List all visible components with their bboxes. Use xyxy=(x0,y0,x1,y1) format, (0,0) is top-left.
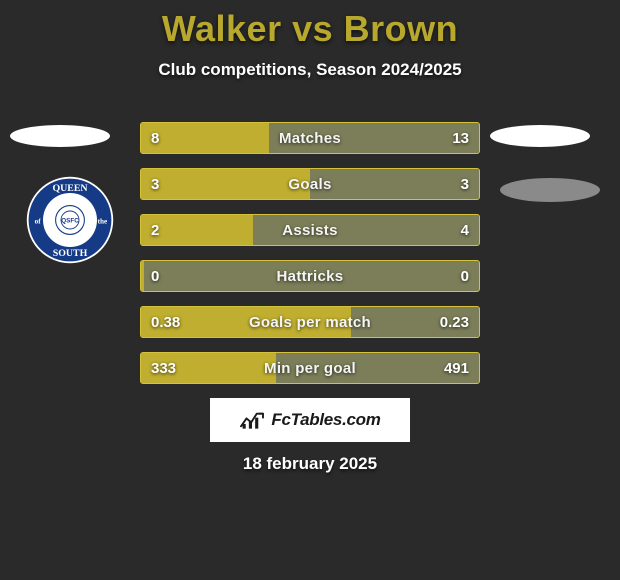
stat-right-value: 3 xyxy=(461,169,469,199)
headline-subtitle: Club competitions, Season 2024/2025 xyxy=(0,60,620,80)
stat-bars: 8 Matches 13 3 Goals 3 2 Assists 4 0 Hat… xyxy=(140,122,480,398)
stat-label: Hattricks xyxy=(141,261,479,291)
stat-row-min-per-goal: 333 Min per goal 491 xyxy=(140,352,480,384)
stat-row-goals-per-match: 0.38 Goals per match 0.23 xyxy=(140,306,480,338)
crest-text-bottom: SOUTH xyxy=(53,248,88,259)
stat-right-value: 491 xyxy=(444,353,469,383)
player-right-ellipse-1 xyxy=(490,125,590,147)
stat-label: Goals xyxy=(141,169,479,199)
brand-plate: FcTables.com xyxy=(210,398,410,442)
player-right-ellipse-2 xyxy=(500,178,600,202)
stat-label: Assists xyxy=(141,215,479,245)
stat-right-value: 0 xyxy=(461,261,469,291)
stat-row-hattricks: 0 Hattricks 0 xyxy=(140,260,480,292)
stat-row-goals: 3 Goals 3 xyxy=(140,168,480,200)
stat-label: Goals per match xyxy=(141,307,479,337)
crest-text-left: of xyxy=(35,218,42,226)
stat-right-value: 4 xyxy=(461,215,469,245)
crest-text-right: the xyxy=(98,218,108,226)
stat-row-matches: 8 Matches 13 xyxy=(140,122,480,154)
crest-svg: QUEEN of the SOUTH QSFC xyxy=(20,175,120,265)
stat-right-value: 0.23 xyxy=(440,307,469,337)
stat-right-value: 13 xyxy=(452,123,469,153)
stat-row-assists: 2 Assists 4 xyxy=(140,214,480,246)
stat-label: Min per goal xyxy=(141,353,479,383)
crest-text-top: QUEEN xyxy=(52,183,87,194)
player-left-ellipse xyxy=(10,125,110,147)
stat-label: Matches xyxy=(141,123,479,153)
headline-title: Walker vs Brown xyxy=(0,8,620,50)
crest-text-center: QSFC xyxy=(61,218,79,225)
club-crest-left: QUEEN of the SOUTH QSFC xyxy=(20,175,120,265)
footer-date: 18 february 2025 xyxy=(0,454,620,474)
brand-logo-icon xyxy=(239,409,265,431)
brand-text: FcTables.com xyxy=(271,410,380,430)
comparison-infographic: Walker vs Brown Club competitions, Seaso… xyxy=(0,0,620,580)
